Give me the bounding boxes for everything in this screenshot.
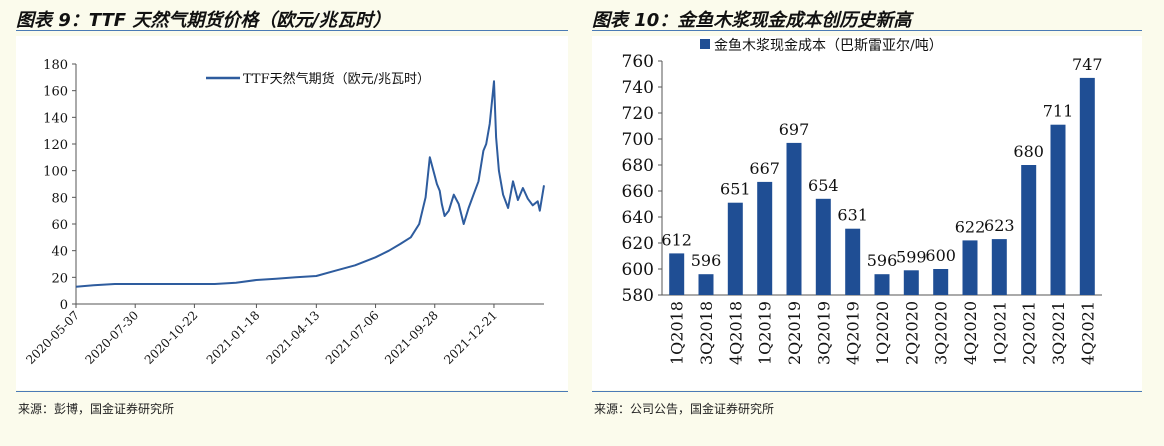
bar bbox=[991, 239, 1007, 295]
y-tick-label: 580 bbox=[622, 286, 654, 306]
ttf-line-chart: 0 20 40 60 80 100 120 140 160 180 2020-05-07 2020-0… bbox=[23, 58, 545, 367]
legend-swatch bbox=[700, 39, 710, 49]
left-chart-area: 0 20 40 60 80 100 120 140 160 180 2020-05-07 2020-0… bbox=[16, 36, 568, 390]
y-tick-label: 600 bbox=[622, 260, 654, 280]
x-tick-label: 3Q2020 bbox=[932, 301, 951, 365]
right-title-rule bbox=[592, 30, 1142, 31]
y-tick-label: 60 bbox=[51, 218, 68, 233]
x-tick-label: 2021-09-28 bbox=[382, 308, 441, 367]
right-panel: 图表 10：金鱼木浆现金成本创历史新高 580 600 620 640 660 680 70… bbox=[590, 0, 1142, 446]
y-tick-label: 740 bbox=[622, 78, 654, 98]
x-tick-label: 1Q2021 bbox=[990, 301, 1009, 365]
y-tick-label: 80 bbox=[51, 191, 68, 206]
bar bbox=[903, 270, 919, 295]
bar bbox=[1050, 124, 1066, 295]
left-bottom-rule bbox=[16, 391, 568, 392]
data-label: 599 bbox=[896, 247, 927, 266]
data-label: 622 bbox=[955, 217, 986, 236]
data-label: 596 bbox=[691, 251, 722, 270]
y-tick-label: 620 bbox=[622, 234, 654, 254]
series-line-ttf bbox=[75, 80, 545, 288]
right-figure-title: 图表 10：金鱼木浆现金成本创历史新高 bbox=[592, 10, 912, 31]
left-source: 来源：彭博，国金证券研究所 bbox=[18, 402, 175, 416]
data-label: 711 bbox=[1043, 102, 1074, 121]
y-tick-label: 760 bbox=[622, 52, 654, 72]
y-tick-label: 0 bbox=[60, 298, 68, 313]
y-tick-label: 160 bbox=[43, 85, 68, 100]
y-tick-label: 120 bbox=[43, 138, 68, 153]
bar bbox=[874, 274, 890, 295]
x-tick-label: 2021-01-18 bbox=[204, 308, 263, 367]
y-tick-label: 180 bbox=[43, 58, 68, 73]
x-tick-label: 4Q2021 bbox=[1078, 301, 1097, 365]
data-label: 600 bbox=[925, 246, 956, 265]
data-label: 680 bbox=[1013, 142, 1044, 161]
x-tick-label: 2Q2021 bbox=[1020, 301, 1039, 365]
data-label: 612 bbox=[661, 230, 692, 249]
y-tick-label: 100 bbox=[43, 165, 68, 180]
x-tick-label: 4Q2020 bbox=[961, 301, 980, 365]
y-tick-label: 700 bbox=[622, 130, 654, 150]
x-tick-label: 1Q2019 bbox=[756, 301, 775, 365]
right-source: 来源：公司公告，国金证券研究所 bbox=[594, 402, 775, 416]
x-tick-label: 4Q2019 bbox=[844, 301, 863, 365]
data-label: 631 bbox=[837, 206, 868, 225]
x-tick-label: 4Q2018 bbox=[726, 301, 745, 365]
x-tick-label: 3Q2018 bbox=[697, 301, 716, 365]
bar bbox=[698, 274, 714, 295]
data-label: 747 bbox=[1072, 55, 1103, 74]
x-tick-label: 3Q2019 bbox=[814, 301, 833, 365]
x-tick-label: 2Q2019 bbox=[785, 301, 804, 365]
bar bbox=[1079, 77, 1095, 296]
y-tick-label: 680 bbox=[622, 156, 654, 176]
data-label: 596 bbox=[867, 251, 898, 270]
y-tick-label: 140 bbox=[43, 111, 68, 126]
left-figure-title: 图表 9：TTF 天然气期货价格（欧元/兆瓦时） bbox=[16, 10, 391, 31]
bar bbox=[845, 228, 861, 295]
bar bbox=[1021, 165, 1037, 295]
y-tick-label: 660 bbox=[622, 182, 654, 202]
x-tick-label: 2020-05-07 bbox=[23, 308, 82, 367]
bar bbox=[727, 202, 743, 295]
bar bbox=[786, 142, 802, 295]
y-tick-label: 40 bbox=[51, 245, 68, 260]
data-label: 697 bbox=[779, 120, 810, 139]
x-tick-label: 1Q2018 bbox=[668, 301, 687, 365]
left-title-rule bbox=[16, 30, 568, 31]
bar bbox=[933, 269, 949, 295]
x-tick-label: 2Q2020 bbox=[902, 301, 921, 365]
x-tick-label: 2021-07-06 bbox=[323, 308, 382, 367]
legend-label: 金鱼木浆现金成本（巴斯雷亚尔/吨） bbox=[714, 37, 943, 54]
y-tick-label: 20 bbox=[51, 271, 68, 286]
data-label: 667 bbox=[749, 159, 780, 178]
y-tick-label: 640 bbox=[622, 208, 654, 228]
legend-label: TTF天然气期货（欧元/兆瓦时） bbox=[243, 71, 430, 87]
data-label: 654 bbox=[808, 176, 839, 195]
y-tick-label: 720 bbox=[622, 104, 654, 124]
bar bbox=[757, 181, 773, 295]
bar bbox=[962, 240, 978, 295]
data-label: 651 bbox=[720, 180, 751, 199]
x-tick-label: 2021-04-13 bbox=[264, 308, 323, 367]
x-tick-label: 1Q2020 bbox=[873, 301, 892, 365]
left-panel: 图表 9：TTF 天然气期货价格（欧元/兆瓦时） 0 20 40 60 80 100 120… bbox=[0, 0, 568, 446]
data-label: 623 bbox=[984, 216, 1015, 235]
pulp-cost-bar-chart: 580 600 620 640 660 680 700 720 740 760 612 1Q2018 5… bbox=[622, 37, 1103, 365]
bar bbox=[669, 253, 685, 295]
right-chart-area: 580 600 620 640 660 680 700 720 740 760 612 1Q2018 5… bbox=[592, 36, 1142, 390]
x-tick-label: 2020-10-22 bbox=[142, 308, 201, 367]
x-tick-label: 2020-07-30 bbox=[83, 308, 142, 367]
bar bbox=[815, 198, 831, 295]
x-tick-label: 3Q2021 bbox=[1049, 301, 1068, 365]
right-bottom-rule bbox=[592, 391, 1142, 392]
x-tick-label: 2021-12-21 bbox=[441, 308, 500, 367]
